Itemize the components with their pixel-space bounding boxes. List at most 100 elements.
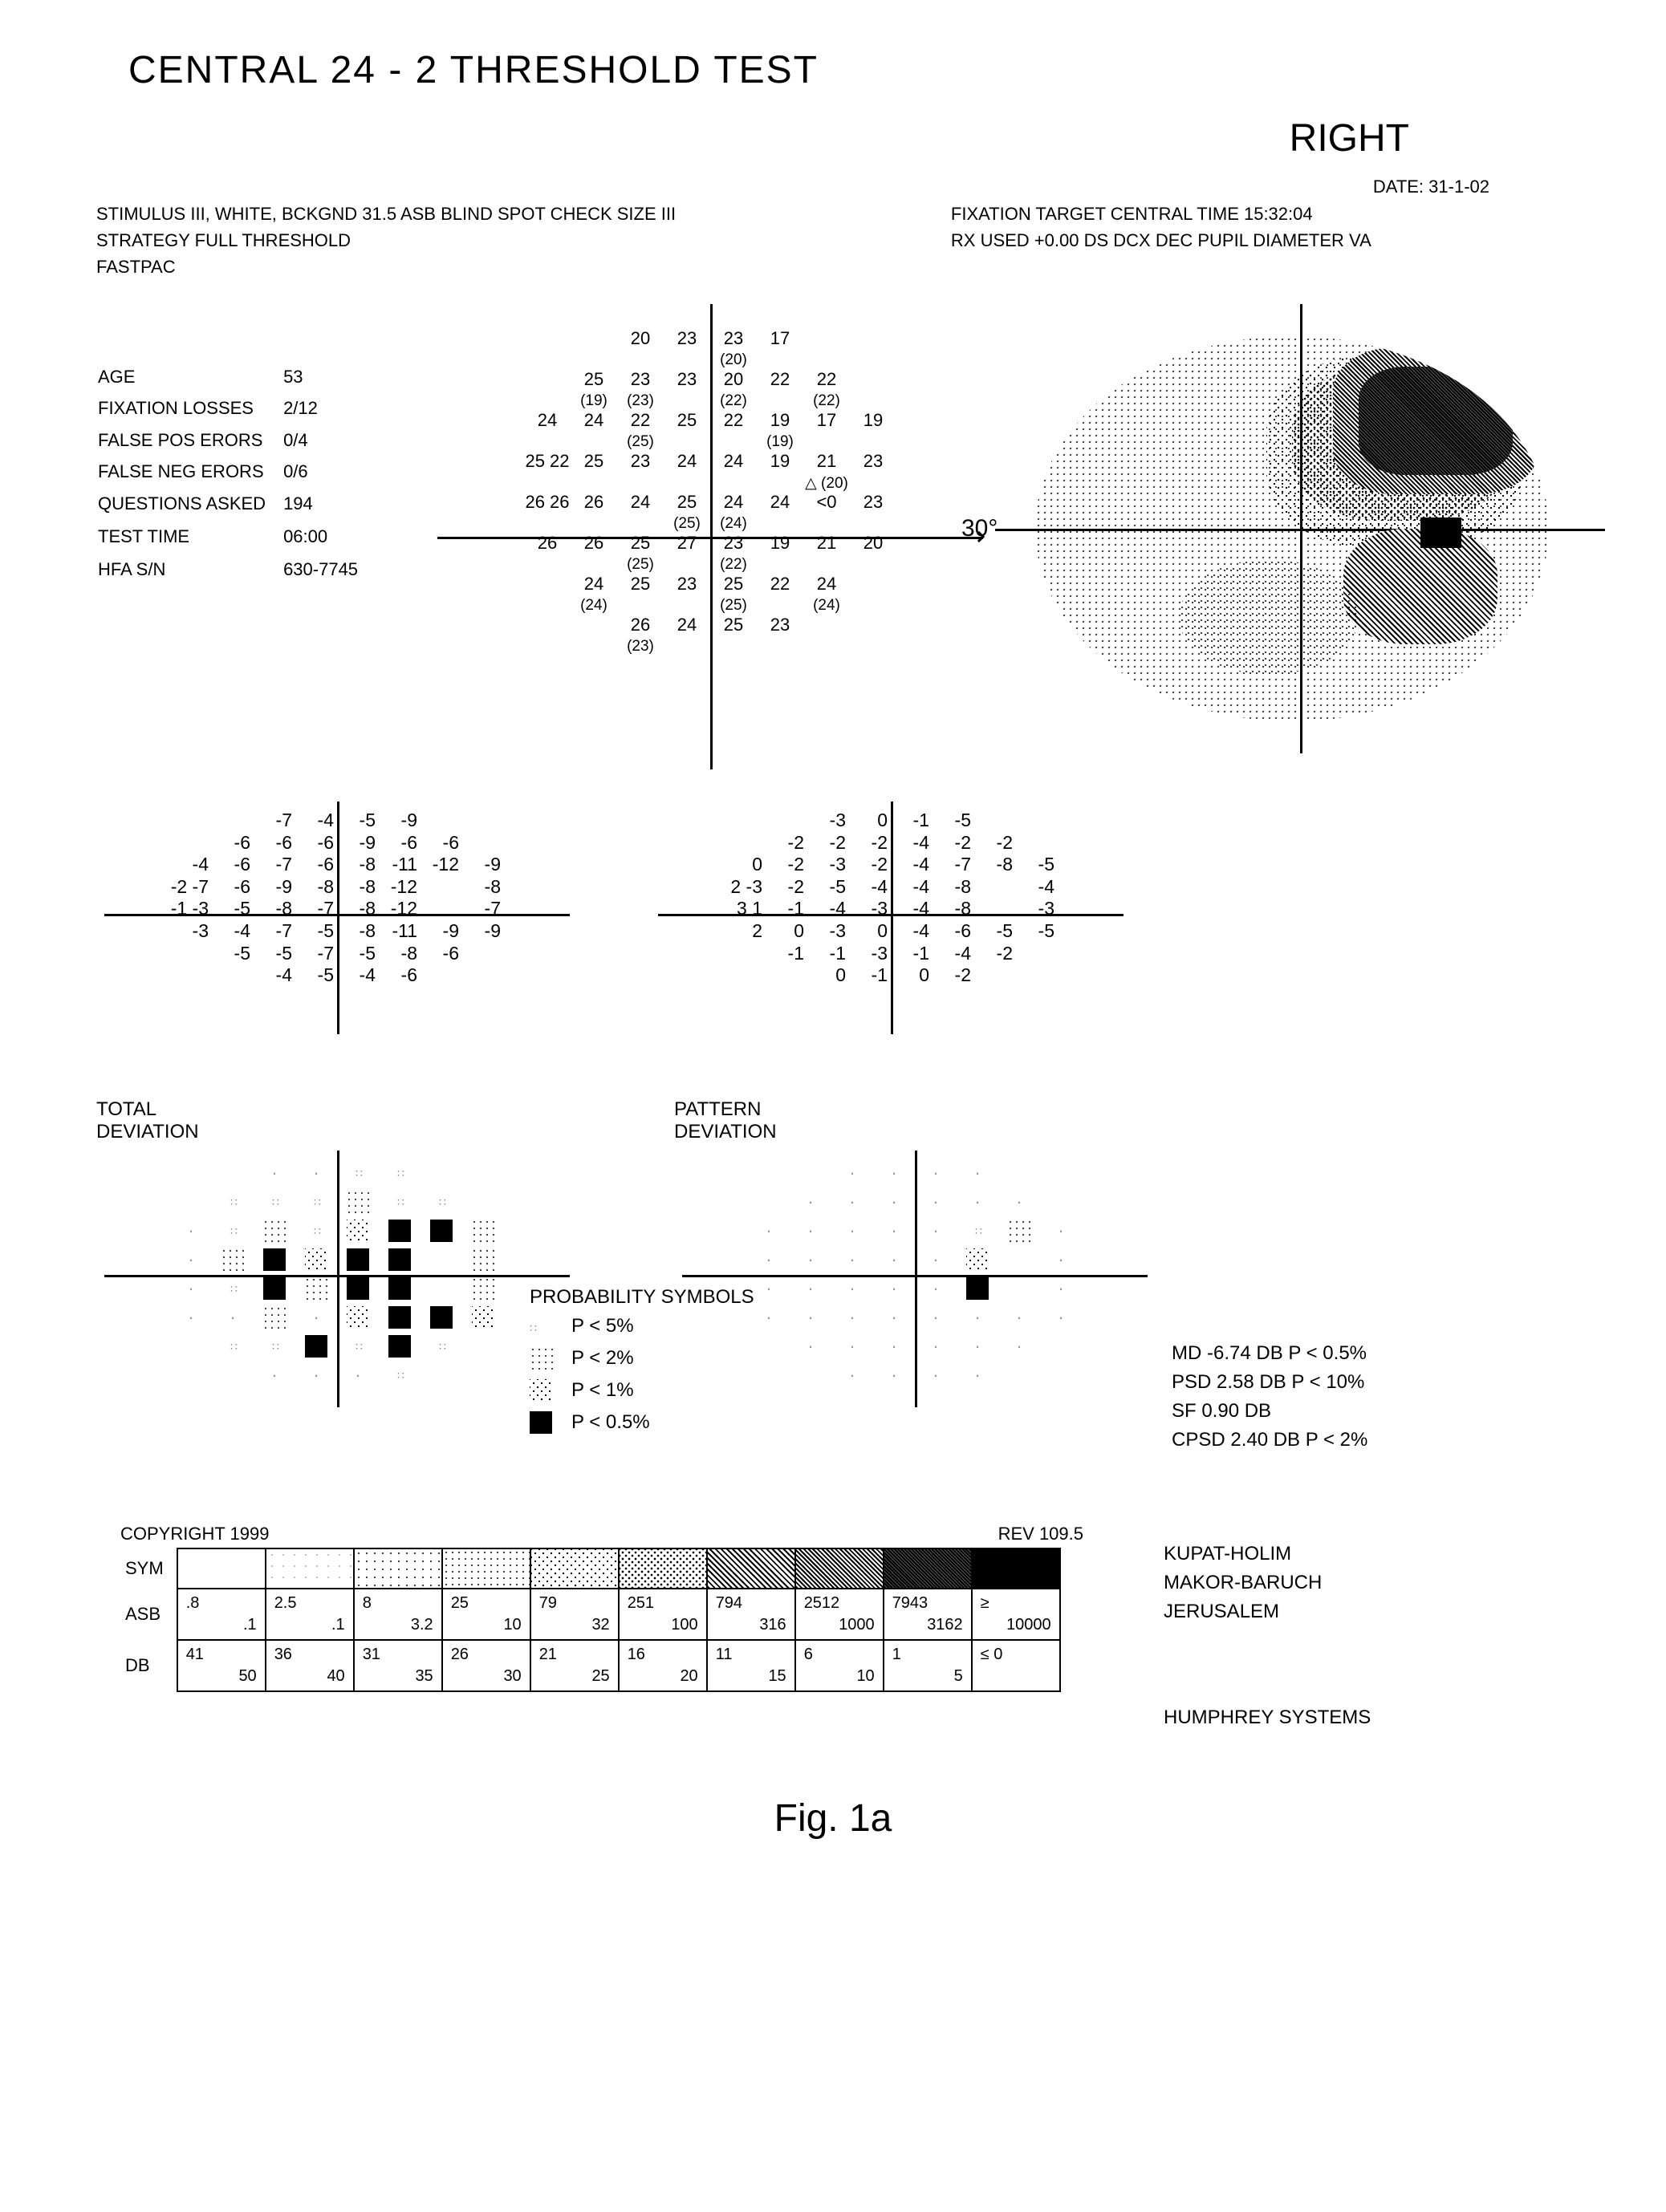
- threshold-value: 24: [803, 574, 850, 597]
- threshold-repeat: [850, 638, 896, 655]
- total-deviation-label: TOTAL DEVIATION: [96, 1098, 199, 1143]
- deviation-value: -3: [170, 920, 212, 943]
- deviation-value: -5: [254, 943, 295, 965]
- probability-symbol: ·: [957, 1361, 998, 1390]
- probability-symbol: [530, 1411, 560, 1434]
- threshold-repeat: [850, 556, 896, 574]
- deviation-value: -2: [849, 832, 891, 854]
- deviation-value: -4: [933, 943, 974, 965]
- probability-symbol: ∷: [957, 1216, 998, 1245]
- grayscale-swatch: [530, 1548, 619, 1589]
- db-cell: 15: [884, 1640, 972, 1691]
- deviation-value: -5: [1016, 854, 1058, 876]
- deviation-value: -8: [379, 943, 421, 965]
- probability-symbol: [379, 1245, 421, 1274]
- grayscale-swatch: [707, 1548, 795, 1589]
- deviation-value: -8: [254, 898, 295, 920]
- deviation-value: -5: [974, 920, 1016, 943]
- threshold-value: 25: [617, 574, 664, 597]
- probability-symbol: ·: [873, 1274, 915, 1303]
- deviation-value: 2: [724, 920, 766, 943]
- threshold-value: 24: [617, 492, 664, 515]
- global-index-row: MD -6.74 DB P < 0.5%: [1172, 1339, 1367, 1368]
- threshold-repeat: [803, 433, 850, 451]
- institution-line: KUPAT-HOLIM: [1164, 1540, 1371, 1569]
- threshold-value: 26: [571, 492, 617, 515]
- deviation-value: -8: [462, 876, 504, 899]
- figure-label: Fig. 1a: [96, 1796, 1570, 1841]
- threshold-repeat: [850, 351, 896, 369]
- probability-symbol: ∷: [530, 1312, 560, 1341]
- threshold-repeat: [524, 474, 571, 492]
- probability-symbol: [462, 1159, 504, 1187]
- threshold-repeat: (25): [617, 556, 664, 574]
- threshold-value: 22: [617, 410, 664, 433]
- threshold-value: [850, 574, 896, 597]
- global-index-row: SF 0.90 DB: [1172, 1397, 1367, 1426]
- deviation-value: -11: [379, 854, 421, 876]
- rx-line: RX USED +0.00 DS DCX DEC PUPIL DIAMETER …: [951, 227, 1570, 254]
- deviation-value: -8: [337, 898, 379, 920]
- threshold-value: 26 26: [524, 492, 571, 515]
- probability-symbol: ·: [957, 1187, 998, 1216]
- deviation-value: [212, 810, 254, 832]
- deviation-value: -2: [807, 832, 849, 854]
- total-deviation-plot: -7-4-5-9-6-6-6-9-6-6-4-6-7-6-8-11-12-9-2…: [120, 810, 570, 987]
- deviation-value: -6: [295, 832, 337, 854]
- threshold-repeat: [617, 474, 664, 492]
- threshold-repeat: (22): [803, 392, 850, 410]
- probability-symbol: ·: [915, 1216, 957, 1245]
- threshold-repeat: (24): [571, 597, 617, 615]
- probability-symbol: [748, 1187, 790, 1216]
- threshold-value: 24: [664, 451, 710, 474]
- probability-symbol: [337, 1303, 379, 1332]
- probability-symbol: [462, 1361, 504, 1390]
- probability-symbol: [421, 1303, 462, 1332]
- probability-symbol: ·: [170, 1245, 212, 1274]
- probability-symbol: ·: [831, 1361, 873, 1390]
- threshold-repeat: [664, 433, 710, 451]
- deviation-value: 0: [807, 964, 849, 987]
- probability-symbol: ·: [748, 1245, 790, 1274]
- probability-symbol: [748, 1332, 790, 1361]
- deviation-value: -1: [766, 898, 807, 920]
- threshold-value: 19: [757, 533, 803, 556]
- probability-symbol: ·: [1040, 1245, 1082, 1274]
- deviation-value: [1016, 832, 1058, 854]
- deviation-value: [724, 832, 766, 854]
- probability-symbol: [790, 1361, 831, 1390]
- info-label: QUESTIONS ASKED: [98, 489, 282, 518]
- threshold-repeat: [664, 556, 710, 574]
- probability-legend-title: PROBABILITY SYMBOLS: [530, 1283, 754, 1312]
- info-label: HFA S/N: [98, 554, 282, 584]
- deviation-value: -2: [766, 876, 807, 899]
- grayscale-swatch: [442, 1548, 530, 1589]
- probability-symbol: [530, 1379, 560, 1402]
- threshold-repeat: [617, 351, 664, 369]
- deviation-value: -2: [933, 832, 974, 854]
- deviation-value: -1: [891, 943, 933, 965]
- probability-symbol: [1040, 1332, 1082, 1361]
- asb-cell: 2510: [442, 1589, 530, 1640]
- threshold-repeat: [524, 392, 571, 410]
- threshold-value: 17: [757, 328, 803, 351]
- threshold-repeat: (24): [710, 515, 757, 533]
- asb-cell: ≥10000: [972, 1589, 1060, 1640]
- probability-symbol: [337, 1216, 379, 1245]
- probability-symbol: [1040, 1361, 1082, 1390]
- deviation-value: -5: [212, 898, 254, 920]
- db-cell: 1620: [619, 1640, 707, 1691]
- threshold-repeat: [803, 638, 850, 655]
- global-indices: MD -6.74 DB P < 0.5%PSD 2.58 DB P < 10%S…: [1172, 1339, 1367, 1455]
- deviation-value: -5: [337, 810, 379, 832]
- info-value: 630-7745: [283, 554, 358, 584]
- threshold-repeat: [757, 638, 803, 655]
- probability-symbol: ·: [998, 1332, 1040, 1361]
- threshold-value: 25: [571, 451, 617, 474]
- deviation-value: -4: [891, 854, 933, 876]
- probability-symbol: [421, 1245, 462, 1274]
- deviation-value: -4: [170, 854, 212, 876]
- threshold-value: 25: [664, 492, 710, 515]
- probability-symbol: ·: [831, 1303, 873, 1332]
- deviation-value: -4: [254, 964, 295, 987]
